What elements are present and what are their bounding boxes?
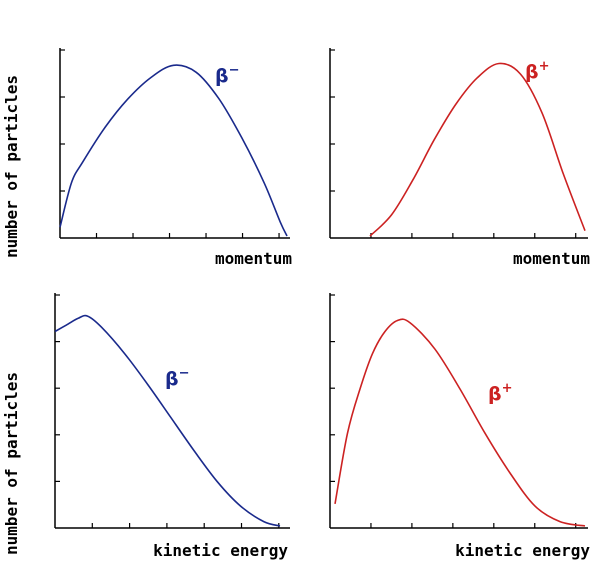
y-axis-label-top: number of particles [2,75,21,258]
x-axis-label: kinetic energy [455,541,590,560]
curve-label-base: β [165,368,179,390]
curve-label-sup: − [229,63,240,78]
curve-label-sup: − [179,366,190,381]
curve-label-base: β [488,383,502,405]
curve-label: β− [215,63,240,87]
curve-label-sup: + [539,59,550,74]
series-line [59,64,288,237]
curve-label-base: β [215,65,229,87]
x-axis-label: kinetic energy [153,541,288,560]
curve-label: β+ [525,59,550,83]
panel-2: β+ momentum [329,48,590,268]
y-axis-label-bottom: number of particles [2,372,21,555]
series-line [54,314,281,527]
series-line [369,62,586,237]
curve-label: β+ [488,381,513,405]
curve-label: β− [165,366,190,390]
curve-label-base: β [525,61,539,83]
x-axis-label: momentum [215,249,292,268]
x-axis-label: momentum [513,249,590,268]
curve-label-sup: + [502,381,513,396]
panel-4: β+ kinetic energy [329,293,590,560]
series-line [334,318,586,527]
panel-3: β− kinetic energy [54,293,290,560]
panel-1: β− momentum [59,48,292,268]
